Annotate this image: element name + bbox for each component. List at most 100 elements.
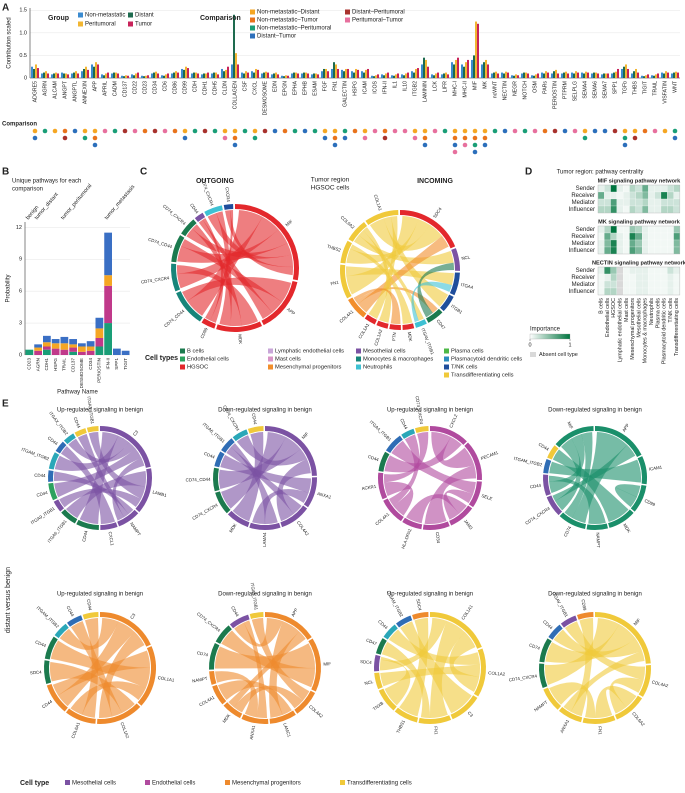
chord-segment xyxy=(418,715,452,724)
segment-label: MDK xyxy=(237,334,243,344)
heat-cell xyxy=(616,184,624,193)
bar xyxy=(223,71,225,78)
bar xyxy=(425,59,427,78)
chord-ribbon xyxy=(411,281,452,323)
bar-segment xyxy=(43,349,51,355)
segment-label: NCL xyxy=(461,254,471,261)
legend-swatch xyxy=(250,33,255,39)
legend-swatch xyxy=(268,356,273,362)
bar xyxy=(443,73,445,78)
bar xyxy=(71,73,73,78)
legend-label: Peritumoral–Tumor xyxy=(352,18,403,24)
chord-segment xyxy=(412,612,429,620)
chord-ribbon xyxy=(216,211,232,326)
y-tick-label: 0 xyxy=(19,352,22,358)
heat-cell xyxy=(623,287,630,296)
bar xyxy=(281,75,283,78)
bar xyxy=(43,72,45,78)
chord-segment xyxy=(543,459,552,474)
chord-segment xyxy=(53,499,65,512)
bar xyxy=(227,66,229,78)
legend-swatch xyxy=(250,17,255,23)
segment-label: CD44 xyxy=(251,413,258,425)
chart-title: Up-regulated signaling in benign xyxy=(57,592,143,598)
x-tick-label: FGF xyxy=(322,81,328,91)
x-tick-label: CD137 xyxy=(122,81,128,97)
y-tick-label: 12 xyxy=(16,225,22,231)
bar xyxy=(383,75,385,78)
heat-cell xyxy=(648,191,655,200)
chord-segment xyxy=(215,491,231,514)
bar xyxy=(467,59,469,78)
chord-links xyxy=(214,617,316,719)
legend-swatch xyxy=(356,356,361,362)
segment-label: C3 xyxy=(467,710,475,718)
comparison-dot xyxy=(612,128,618,134)
chart-title: Up-regulated signaling in benign xyxy=(387,592,473,598)
bar xyxy=(195,72,197,78)
chart-title: Down-regulated signaling in benign xyxy=(548,408,642,414)
segment-label: ITGA4 xyxy=(460,282,474,290)
bar xyxy=(581,72,583,78)
chord-segment xyxy=(181,219,197,237)
comparison-dot xyxy=(452,149,458,155)
heat-cell xyxy=(673,232,680,241)
bar xyxy=(115,72,117,78)
chord-segment xyxy=(264,612,312,640)
x-tick-label: CDH1 xyxy=(44,358,49,371)
comparison-dot xyxy=(252,128,258,134)
bar xyxy=(333,62,335,78)
heat-cell xyxy=(597,225,605,234)
bar-segment xyxy=(60,343,69,350)
legend-label: Distant–Peritumoral xyxy=(352,10,405,16)
legend-label: Non-metastatic–Peritumoral xyxy=(257,26,331,32)
comparison-dot xyxy=(92,142,98,148)
column-label: Neutrophils xyxy=(649,298,655,326)
chord-segment xyxy=(422,521,450,530)
comparison-dot xyxy=(452,135,458,141)
bar xyxy=(301,73,303,78)
x-tick-label: MHC-I xyxy=(452,81,458,96)
chord-ribbon xyxy=(549,459,642,483)
comparison-dot xyxy=(482,128,488,134)
segment-label: JAM3 xyxy=(463,519,474,531)
row-label: Mediator xyxy=(572,282,595,288)
segment-label: LAMB1 xyxy=(152,489,168,498)
bar xyxy=(673,72,675,78)
chord-ribbon xyxy=(368,215,398,319)
chord-segment xyxy=(374,672,383,690)
bar xyxy=(367,68,369,78)
x-tick-label: CLDN xyxy=(222,81,228,95)
bar xyxy=(295,72,297,78)
heat-cell xyxy=(654,246,662,255)
bar xyxy=(621,68,623,78)
chord-segment xyxy=(247,426,264,434)
bar xyxy=(393,75,395,78)
absent-label: Absent cell type xyxy=(539,352,578,358)
chord-ribbon xyxy=(252,489,309,525)
chord-segment xyxy=(86,426,99,433)
bar xyxy=(251,71,253,78)
x-tick-label: ITGB2 xyxy=(412,81,418,96)
bar xyxy=(365,69,367,78)
bar-segment xyxy=(104,285,112,324)
y-tick-label: 9 xyxy=(19,257,22,263)
legend-label: Non-metastatic xyxy=(85,13,125,19)
chord-segment xyxy=(227,510,250,528)
y-tick-label: 3 xyxy=(19,321,22,327)
bar xyxy=(173,72,175,78)
heat-cell xyxy=(616,287,624,296)
comparison-dot xyxy=(92,135,98,141)
bar xyxy=(423,57,425,78)
comparison-dot xyxy=(432,128,438,134)
bar xyxy=(451,62,453,78)
chord-segment xyxy=(241,714,269,724)
chord-segment xyxy=(543,687,562,710)
bar xyxy=(437,72,439,78)
bar xyxy=(73,72,75,78)
chord-ribbon xyxy=(417,262,455,318)
side-label: distant versus benign xyxy=(5,567,12,633)
heat-cell xyxy=(673,239,680,248)
bar xyxy=(263,72,265,78)
x-tick-label: AGRN xyxy=(42,81,48,96)
